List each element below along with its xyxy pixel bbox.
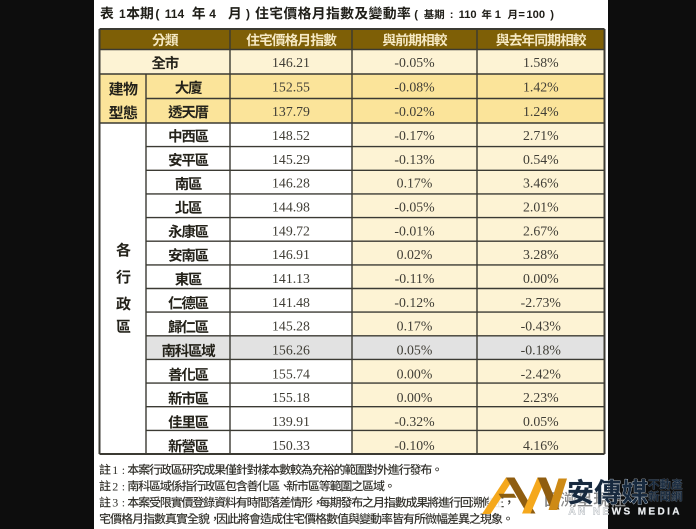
svg-text:(: ( — [155, 7, 159, 21]
svg-text:150.33: 150.33 — [272, 438, 310, 453]
svg-text:-0.32%: -0.32% — [394, 414, 435, 429]
svg-text:2.67%: 2.67% — [523, 223, 559, 238]
svg-text:-2.42%: -2.42% — [521, 366, 562, 381]
svg-text:0.02%: 0.02% — [397, 247, 433, 262]
svg-text:0.17%: 0.17% — [397, 319, 433, 334]
svg-text:139.91: 139.91 — [272, 414, 310, 429]
svg-text:141.48: 141.48 — [272, 295, 310, 310]
svg-text:1: 1 — [495, 9, 501, 21]
svg-text:-0.05%: -0.05% — [394, 55, 435, 70]
svg-text:-0.08%: -0.08% — [394, 79, 435, 94]
svg-text:100: 100 — [526, 9, 545, 21]
svg-text:3.46%: 3.46% — [523, 176, 559, 191]
svg-text:2.01%: 2.01% — [523, 199, 559, 214]
svg-text:1.58%: 1.58% — [523, 55, 559, 70]
svg-text:-0.18%: -0.18% — [521, 343, 562, 358]
svg-text::: : — [450, 9, 454, 21]
svg-text:-0.02%: -0.02% — [394, 104, 435, 119]
svg-text:-0.13%: -0.13% — [394, 152, 435, 167]
svg-text:141.13: 141.13 — [272, 271, 310, 286]
svg-text:0.00%: 0.00% — [397, 390, 433, 405]
svg-text:-0.43%: -0.43% — [521, 319, 562, 334]
svg-text:3: 3 — [112, 496, 118, 510]
svg-text:114: 114 — [165, 7, 185, 21]
svg-text:152.55: 152.55 — [272, 79, 310, 94]
svg-text:AN NEWS MEDIA: AN NEWS MEDIA — [569, 507, 682, 518]
svg-text:3.28%: 3.28% — [523, 247, 559, 262]
svg-text:2: 2 — [112, 479, 118, 493]
svg-text:155.74: 155.74 — [272, 366, 310, 381]
svg-text:110: 110 — [459, 9, 477, 21]
svg-text:): ) — [246, 7, 250, 21]
svg-text:1.24%: 1.24% — [523, 104, 559, 119]
svg-text:2.23%: 2.23% — [523, 390, 559, 405]
svg-text:146.28: 146.28 — [272, 176, 310, 191]
svg-text:-0.01%: -0.01% — [394, 223, 435, 238]
svg-text:1: 1 — [119, 7, 126, 21]
svg-text:0.17%: 0.17% — [397, 176, 433, 191]
svg-text:4: 4 — [209, 7, 216, 21]
svg-text:0.05%: 0.05% — [397, 343, 433, 358]
svg-text:149.72: 149.72 — [272, 223, 310, 238]
svg-text:): ) — [550, 9, 554, 21]
svg-text:=: = — [518, 9, 525, 21]
svg-text:148.52: 148.52 — [272, 128, 310, 143]
svg-text:-0.17%: -0.17% — [394, 128, 435, 143]
svg-text:-2.73%: -2.73% — [521, 295, 562, 310]
svg-text:1: 1 — [112, 463, 118, 477]
svg-text:1.42%: 1.42% — [523, 79, 559, 94]
svg-text::: : — [122, 463, 125, 477]
svg-text::: : — [122, 479, 125, 493]
svg-text::: : — [122, 496, 125, 510]
svg-text:145.29: 145.29 — [272, 152, 310, 167]
svg-text:137.79: 137.79 — [272, 104, 310, 119]
svg-text:-0.12%: -0.12% — [394, 295, 435, 310]
svg-text:156.26: 156.26 — [272, 343, 310, 358]
svg-text:0.05%: 0.05% — [523, 414, 559, 429]
svg-text:-0.10%: -0.10% — [394, 438, 435, 453]
svg-text:4.16%: 4.16% — [523, 438, 559, 453]
svg-text:(: ( — [414, 9, 418, 21]
svg-text:145.28: 145.28 — [272, 319, 310, 334]
svg-text:0.00%: 0.00% — [397, 366, 433, 381]
svg-text:146.91: 146.91 — [272, 247, 310, 262]
svg-text:0.54%: 0.54% — [523, 152, 559, 167]
svg-text:155.18: 155.18 — [272, 390, 310, 405]
svg-text:0.00%: 0.00% — [523, 271, 559, 286]
svg-text:2.71%: 2.71% — [523, 128, 559, 143]
svg-text:-0.11%: -0.11% — [395, 271, 435, 286]
svg-text:-0.05%: -0.05% — [394, 199, 435, 214]
svg-text:144.98: 144.98 — [272, 199, 310, 214]
svg-text:146.21: 146.21 — [272, 55, 310, 70]
